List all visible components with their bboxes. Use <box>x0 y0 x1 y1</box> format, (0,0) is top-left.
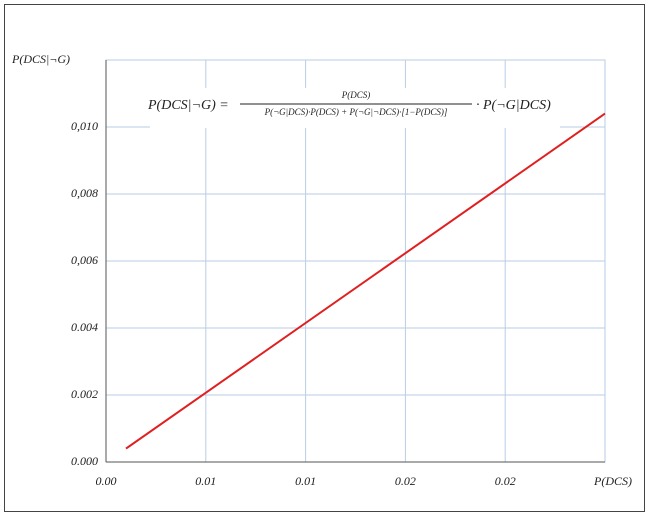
data-line <box>125 112 606 450</box>
formula-background <box>150 88 560 128</box>
x-axis-label: P(DCS) <box>593 474 632 488</box>
x-tick-label: 0.01 <box>195 474 216 488</box>
x-tick-label: 0.01 <box>295 474 316 488</box>
formula-denominator: P(¬G|DCS)·P(DCS) + P(¬G|¬DCS)·[1−P(DCS)] <box>264 107 448 117</box>
y-tick-label: 0,010 <box>71 119 98 133</box>
formula-lhs: P(DCS|¬G) = <box>147 98 229 113</box>
x-tick-label: 0.00 <box>96 474 117 488</box>
y-tick-label: 0.000 <box>71 454 98 468</box>
x-tick-label: 0.02 <box>395 474 416 488</box>
y-tick-label: 0,008 <box>71 186 98 200</box>
formula: P(DCS|¬G) = P(DCS) P(¬G|DCS)·P(DCS) + P(… <box>147 88 560 128</box>
y-tick-label: 0,006 <box>71 253 98 267</box>
y-tick-label: 0.002 <box>71 387 98 401</box>
x-tick-label: 0.02 <box>495 474 516 488</box>
y-axis-label: P(DCS|¬G) <box>11 52 70 66</box>
formula-numerator: P(DCS) <box>341 90 371 100</box>
y-tick-label: 0.004 <box>71 320 98 334</box>
frame <box>4 4 645 512</box>
formula-rhs: · P(¬G|DCS) <box>476 98 551 113</box>
